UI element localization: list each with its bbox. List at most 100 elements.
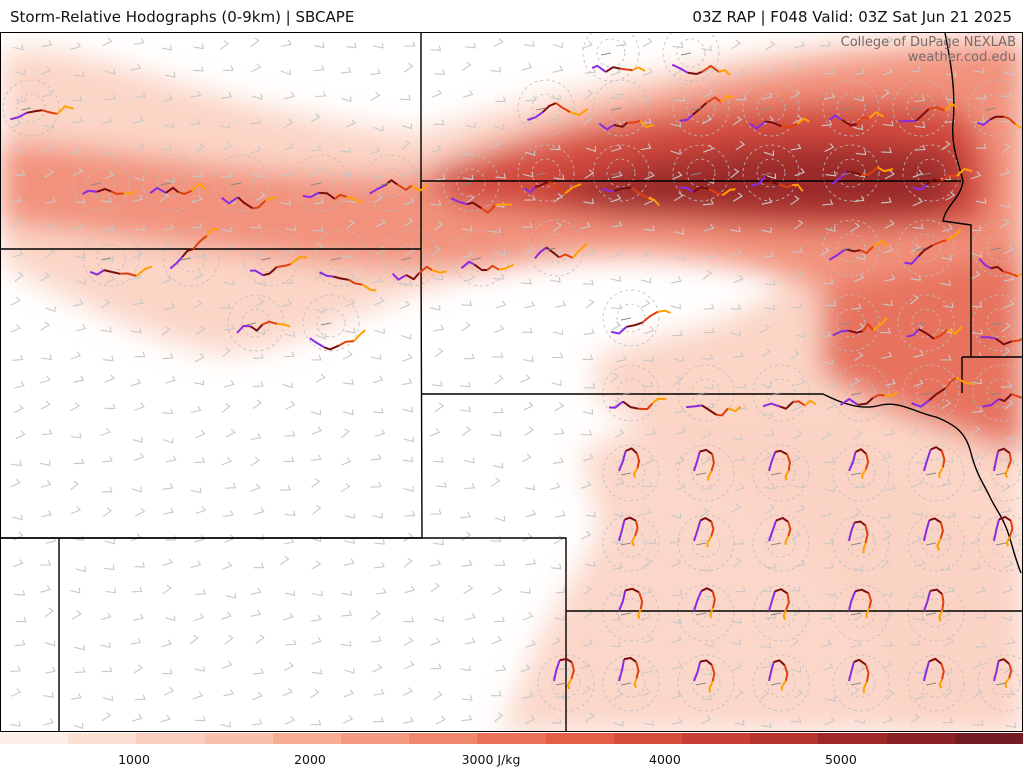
range-ring [326,243,356,273]
range-ring [986,308,1016,338]
wind-barb [403,557,413,568]
hodograph-trace [780,680,787,691]
credit-line-1: College of DuPage NEXLAB [840,35,1016,50]
hodograph-trace [997,447,1011,455]
range-ring [691,528,721,558]
hodograph-trace [955,376,974,386]
sbcape-colorbar [0,733,1024,744]
hodograph-trace [906,328,920,338]
wind-barb [940,429,952,437]
wind-barb [73,375,85,383]
hodograph-trace [686,404,703,409]
storm-motion-vector [770,472,782,476]
wind-barb [162,483,174,490]
wind-barb [520,664,531,673]
wind-barb [610,614,622,622]
range-ring [306,168,336,198]
hodograph-trace [626,321,644,328]
wind-barb [975,93,987,100]
range-ring [96,243,126,273]
wind-barb [730,226,741,233]
wind-barb [703,641,715,648]
hodograph-trace [864,664,870,682]
wind-barb [10,196,22,203]
wind-barb [495,96,507,103]
hodograph-trace [26,109,43,114]
wind-barb [42,89,53,98]
hodograph-trace [711,591,716,609]
wind-barb [373,125,384,132]
wind-barb [820,510,832,518]
wind-barb [643,225,655,232]
wind-barb [403,637,414,646]
colorbar-tick-label: 2000 [294,752,326,767]
range-ring [602,444,660,502]
wind-barb [131,586,143,593]
wind-barb [72,610,82,620]
wind-barb [313,198,325,205]
colorbar-tick-label: 1000 [118,752,150,767]
storm-motion-vector [320,322,332,326]
wind-barb [434,69,446,76]
wind-barb [970,225,982,232]
wind-barb [583,328,595,335]
hodograph-trace [750,175,767,187]
hodograph-trace [332,275,349,281]
wind-barb [404,585,416,594]
wind-barb [1002,36,1013,46]
wind-barb [162,408,174,415]
wind-barb [430,200,442,206]
wind-barb [101,666,113,673]
wind-barb [220,302,231,310]
range-ring [226,168,256,198]
wind-barb [703,223,715,232]
wind-barb [433,539,445,546]
wind-barb [584,248,595,258]
wind-barb [133,175,145,182]
range-ring [981,93,1011,123]
wind-barb [912,478,924,488]
wind-barb [494,560,506,566]
hodograph-trace [938,609,944,622]
wind-barb [1001,381,1012,388]
wind-barb [701,715,712,724]
wind-barb [525,715,536,724]
wind-barb [490,227,502,234]
range-ring [986,233,1016,263]
wind-barb [130,327,142,334]
range-ring [227,294,285,352]
storm-motion-vector [470,257,482,261]
wind-barb [552,42,563,49]
wind-barb [675,426,686,435]
wind-barb [430,45,442,52]
hodograph-trace [635,452,641,469]
wind-barb [525,558,537,566]
hodograph-trace [860,166,879,177]
wind-barb [733,539,744,545]
wind-barb [189,118,201,126]
hodograph-trace [657,309,671,314]
range-ring [616,668,646,698]
wind-barb [553,428,565,436]
wind-barb [910,243,921,253]
wind-barb [640,94,652,103]
hodograph-trace [925,178,942,186]
range-ring [836,233,866,263]
hodograph-trace [706,536,713,548]
wind-barb [70,351,82,360]
hodograph-trace [693,520,702,542]
wind-barb [191,222,203,229]
wind-barb [402,456,414,463]
storm-motion-vector [20,107,32,111]
border-line [420,248,423,539]
wind-barb [284,590,296,597]
wind-barb [220,172,232,178]
wind-barb [884,429,895,436]
wind-barb [431,89,443,98]
wind-barb [340,428,350,439]
wind-barb [644,171,655,180]
wind-barb [403,616,415,623]
hodograph-trace [431,269,447,274]
storm-motion-vector [695,472,707,476]
wind-barb [345,42,357,49]
